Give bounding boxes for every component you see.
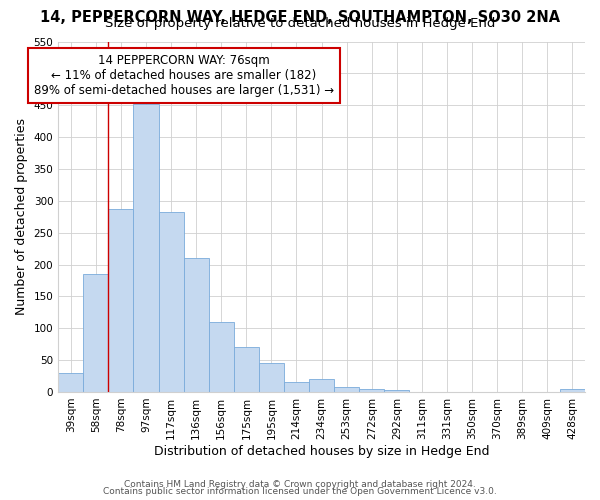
Text: Size of property relative to detached houses in Hedge End: Size of property relative to detached ho… (105, 18, 495, 30)
Bar (209, 322, 234, 392)
Bar (259, 364, 284, 392)
Text: 14, PEPPERCORN WAY, HEDGE END, SOUTHAMPTON, SO30 2NA: 14, PEPPERCORN WAY, HEDGE END, SOUTHAMPT… (40, 10, 560, 25)
Text: 14 PEPPERCORN WAY: 76sqm
← 11% of detached houses are smaller (182)
89% of semi-: 14 PEPPERCORN WAY: 76sqm ← 11% of detach… (34, 54, 334, 97)
Bar (284, 382, 309, 392)
Bar (385, 390, 409, 392)
Y-axis label: Number of detached properties: Number of detached properties (15, 118, 28, 315)
Bar (133, 104, 158, 392)
Bar (334, 387, 359, 392)
Bar (184, 258, 209, 392)
Text: Contains HM Land Registry data © Crown copyright and database right 2024.: Contains HM Land Registry data © Crown c… (124, 480, 476, 489)
X-axis label: Distribution of detached houses by size in Hedge End: Distribution of detached houses by size … (154, 444, 490, 458)
Bar (109, 209, 133, 392)
Bar (234, 348, 259, 392)
Bar (83, 274, 109, 392)
Bar (309, 379, 334, 392)
Bar (158, 212, 184, 392)
Bar (560, 389, 585, 392)
Text: Contains public sector information licensed under the Open Government Licence v3: Contains public sector information licen… (103, 487, 497, 496)
Bar (359, 389, 385, 392)
Bar (58, 373, 83, 392)
